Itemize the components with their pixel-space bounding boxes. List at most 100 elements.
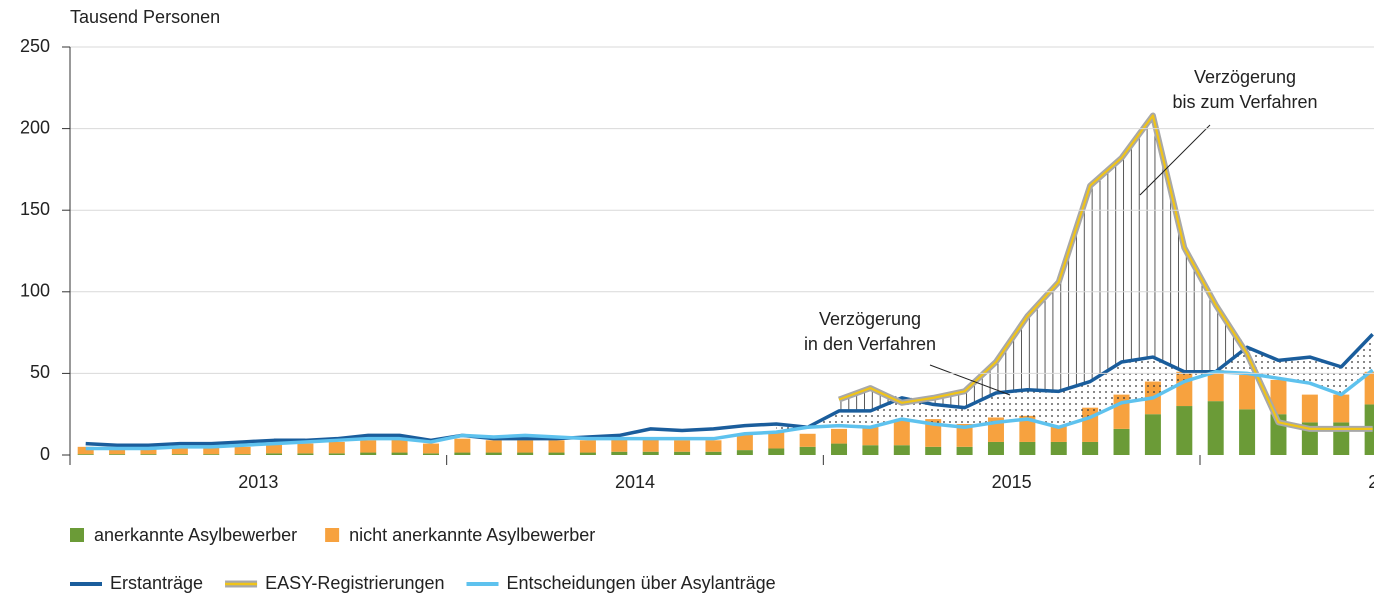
legend-swatch	[70, 528, 84, 542]
bar	[140, 454, 157, 455]
bar	[109, 448, 126, 455]
bar	[799, 433, 816, 447]
bar	[1207, 370, 1224, 402]
annotation: bis zum Verfahren	[1172, 92, 1317, 112]
annotation: in den Verfahren	[804, 334, 936, 354]
bar	[799, 446, 816, 455]
bar	[674, 440, 691, 452]
bar	[203, 446, 220, 455]
legend-label: Erstanträge	[110, 573, 203, 593]
legend-label: Entscheidungen über Asylanträge	[507, 573, 776, 593]
bar	[517, 452, 534, 455]
bar	[1019, 415, 1036, 442]
bar	[831, 428, 848, 444]
line	[85, 368, 1374, 451]
bar	[1333, 394, 1350, 423]
bar	[1239, 409, 1256, 455]
bar	[203, 454, 220, 455]
dotted-area	[776, 334, 1373, 433]
x-tick-label: 2014	[615, 472, 655, 492]
y-tick-label: 100	[20, 281, 50, 301]
bar	[642, 451, 659, 455]
bar	[454, 438, 471, 453]
bar	[548, 440, 565, 453]
x-tick-label: 2013	[238, 472, 278, 492]
bar	[360, 452, 377, 455]
legend-label: nicht anerkannte Asylbewerber	[349, 525, 595, 545]
annotation-leader	[1139, 124, 1211, 196]
y-tick-label: 250	[20, 36, 50, 56]
bar	[736, 433, 753, 451]
bar	[234, 446, 251, 455]
bar	[422, 443, 439, 454]
bar	[862, 425, 879, 446]
plot-area	[77, 112, 1374, 455]
bar	[77, 454, 94, 455]
bar	[454, 452, 471, 455]
bar	[642, 438, 659, 452]
bar	[391, 438, 408, 453]
bar	[548, 452, 565, 455]
bar	[171, 448, 188, 455]
bar	[611, 451, 628, 455]
x-tick-label: 2015	[992, 472, 1032, 492]
annotation: Verzögerung	[819, 309, 921, 329]
bar	[1364, 371, 1374, 405]
bar	[1239, 375, 1256, 410]
bar	[893, 445, 910, 455]
legend-label: anerkannte Asylbewerber	[94, 525, 297, 545]
legend-label: EASY-Registrierungen	[265, 573, 444, 593]
bar	[579, 452, 596, 455]
bar	[77, 446, 94, 455]
y-tick-label: 50	[30, 362, 50, 382]
bar	[485, 452, 502, 455]
bar	[422, 453, 439, 455]
bar	[1144, 414, 1161, 455]
bar	[579, 440, 596, 453]
bar	[862, 445, 879, 455]
bar	[1082, 441, 1099, 455]
bar	[360, 440, 377, 453]
overlay: Verzögerung bis zum Verfahren Verzögerung i…	[70, 67, 1318, 593]
bar	[1207, 401, 1224, 455]
bar	[705, 440, 722, 452]
bar	[1176, 406, 1193, 455]
bar	[266, 443, 283, 454]
bar	[956, 423, 973, 447]
annotation-leader	[929, 364, 1011, 396]
bar	[768, 448, 785, 455]
bar	[297, 453, 314, 455]
bar	[893, 420, 910, 446]
bar	[925, 446, 942, 455]
bar	[1270, 379, 1287, 415]
bar	[1019, 441, 1036, 455]
legend-swatch	[325, 528, 340, 542]
bar	[171, 454, 188, 455]
line	[85, 333, 1374, 447]
bar	[234, 454, 251, 455]
x-tick-label: 2016	[1368, 472, 1374, 492]
bar	[768, 432, 785, 449]
bar	[517, 440, 534, 453]
bar	[1113, 428, 1130, 455]
line	[838, 114, 1373, 430]
bar	[1050, 441, 1067, 455]
bar	[1050, 425, 1067, 442]
bar	[736, 450, 753, 455]
bar	[956, 446, 973, 455]
bar	[987, 441, 1004, 455]
bar	[391, 452, 408, 455]
y-tick-label: 200	[20, 117, 50, 137]
y-tick-label: 0	[40, 444, 50, 464]
annotation: Verzögerung	[1194, 67, 1296, 87]
y-axis-label: Tausend Personen	[70, 7, 220, 27]
bar	[831, 443, 848, 455]
bar	[674, 451, 691, 455]
bar	[328, 453, 345, 455]
bar	[1301, 394, 1318, 423]
bar	[705, 451, 722, 455]
bar	[297, 443, 314, 454]
bar	[140, 448, 157, 455]
bar	[485, 440, 502, 453]
